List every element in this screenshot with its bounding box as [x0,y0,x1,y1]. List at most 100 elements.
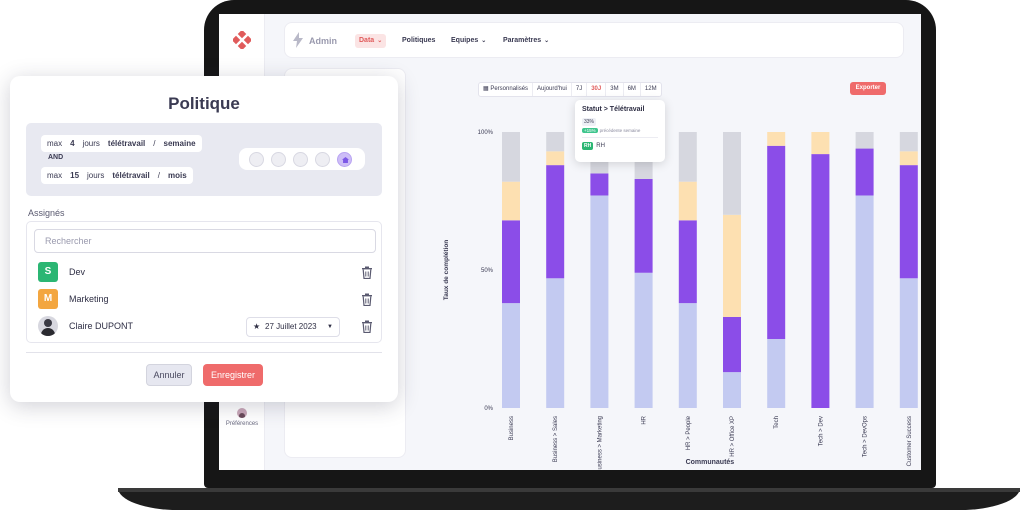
policy-dialog: Politique max 4 jours télétravail / sema… [10,76,398,402]
bar-segment [678,132,697,182]
date-select[interactable]: ★ 27 Juillet 2023 ▼ [246,317,340,337]
filter-6m[interactable]: 6M [624,83,641,96]
group-avatar: S [38,262,58,282]
assignee-name: Claire DUPONT [69,321,134,331]
y-tick-label: 0% [484,406,493,412]
day-toggle[interactable] [249,152,264,167]
rule-monthly[interactable]: max 15 jours télétravail / mois [41,167,193,184]
assignee-row: M Marketing [38,289,373,311]
bar-segment [723,316,741,373]
filter-7j[interactable]: 7J [572,83,588,96]
filter-3m[interactable]: 3M [606,83,624,96]
preferences-label: Préférences [225,421,259,427]
bar-segment [767,339,786,408]
nav-item-parametres[interactable]: Paramètres ⌄ [503,37,550,44]
bar-segment [855,148,874,196]
x-tick-label: HR > People [686,415,692,450]
assignee-name: Dev [69,267,86,277]
policy-rules: max 4 jours télétravail / semaine AND ma… [26,123,382,196]
trash-icon[interactable] [361,293,373,306]
x-tick-label: Business > Marketing [597,416,603,470]
filter-today[interactable]: Aujourd'hui [533,83,572,96]
cancel-button[interactable]: Annuler [146,364,192,386]
star-icon: ★ [253,322,261,331]
bar-segment [502,303,520,408]
tooltip-title: Statut > Télétravail [582,106,645,113]
save-button[interactable]: Enregistrer [203,364,263,386]
filter-30j[interactable]: 30J [587,83,607,96]
day-toggle-active[interactable] [337,152,352,167]
sidebar-item-preferences[interactable]: Préférences [219,408,265,427]
date-filter-bar: ▦ Personnalisés Aujourd'hui 7J 30J 3M 6M… [478,82,662,97]
bar-segment [723,132,741,215]
top-navigation: Admin Data ⌄ Politiques Equipes ⌄ Paramètr… [284,22,904,58]
user-avatar [237,408,247,418]
bar-segment [590,195,609,408]
caret-down-icon: ▼ [327,324,333,330]
x-axis-label: Communautés [686,459,735,466]
x-tick-label: HR [642,415,648,424]
y-tick-label: 50% [481,268,494,274]
dialog-title: Politique [168,94,240,113]
bar-segment [634,178,653,273]
bar-segment [678,181,697,221]
y-tick-label: 100% [478,130,494,136]
search-input[interactable]: Rechercher [34,229,376,253]
trash-icon[interactable] [361,320,373,333]
rule-weekly[interactable]: max 4 jours télétravail / semaine [41,135,202,152]
chart-card: ▦ Personnalisés Aujourd'hui 7J 30J 3M 6M… [415,68,921,470]
nav-item-politiques[interactable]: Politiques [402,37,436,44]
bar-segment [546,278,565,408]
tooltip-tag-label: RH [596,143,605,149]
bar-segment [634,272,653,408]
filter-12m[interactable]: 12M [644,86,657,92]
weekday-selector [239,148,365,170]
tooltip-delta-text: précédente semaine [599,128,641,133]
stacked-bar-chart: 100% 50% 0% Taux de complétion Communautés Bu… [443,130,918,470]
laptop-base-edge [118,488,1020,492]
assignee-row: Claire DUPONT ★ 27 Juillet 2023 ▼ [38,316,373,338]
bar-segment [546,151,565,166]
user-avatar [38,316,58,336]
tooltip-tag: RH [582,142,594,150]
bar-segment [899,278,918,408]
bar-segment [723,372,741,408]
bar-segment [723,214,741,317]
x-tick-label: Customer Success [907,416,913,466]
tooltip-delta-badge: +15% [582,128,598,133]
export-button[interactable]: Exporter [850,82,886,95]
bar-segment [502,181,520,221]
brand-logo-icon[interactable] [233,31,251,49]
assigned-label: Assignés [28,208,65,218]
bar-segment [899,165,918,279]
and-operator: AND [48,154,64,161]
laptop-base [118,488,1020,510]
bar-segment [811,132,830,155]
trash-icon[interactable] [361,266,373,279]
tooltip-delta-row: +15% précédente semaine [582,128,658,133]
group-avatar: M [38,289,58,309]
chevron-down-icon: ⌄ [481,38,487,44]
y-axis-label: Taux de complétion [443,240,450,301]
day-toggle[interactable] [293,152,308,167]
lightning-icon [293,32,303,48]
app-title: Admin [309,36,337,46]
chevron-down-icon: ⌄ [377,38,383,44]
day-toggle[interactable] [271,152,286,167]
tooltip-divider [582,137,658,138]
x-tick-label: HR > Office XP [730,416,736,457]
bar-segment [678,220,697,304]
nav-item-data[interactable]: Data ⌄ [355,34,387,48]
bar-segment [678,303,697,408]
day-toggle[interactable] [315,152,330,167]
x-tick-label: Business > Sales [553,416,559,462]
bar-segment [811,154,830,408]
home-icon [342,157,349,163]
bar-segment [546,132,565,152]
dialog-divider [26,352,382,353]
nav-item-equipes[interactable]: Equipes ⌄ [451,37,487,44]
bar-segment [502,220,520,304]
x-tick-label: Tech > DevOps [863,416,869,457]
filter-custom[interactable]: ▦ Personnalisés [479,83,534,96]
x-tick-label: Tech [774,416,780,429]
